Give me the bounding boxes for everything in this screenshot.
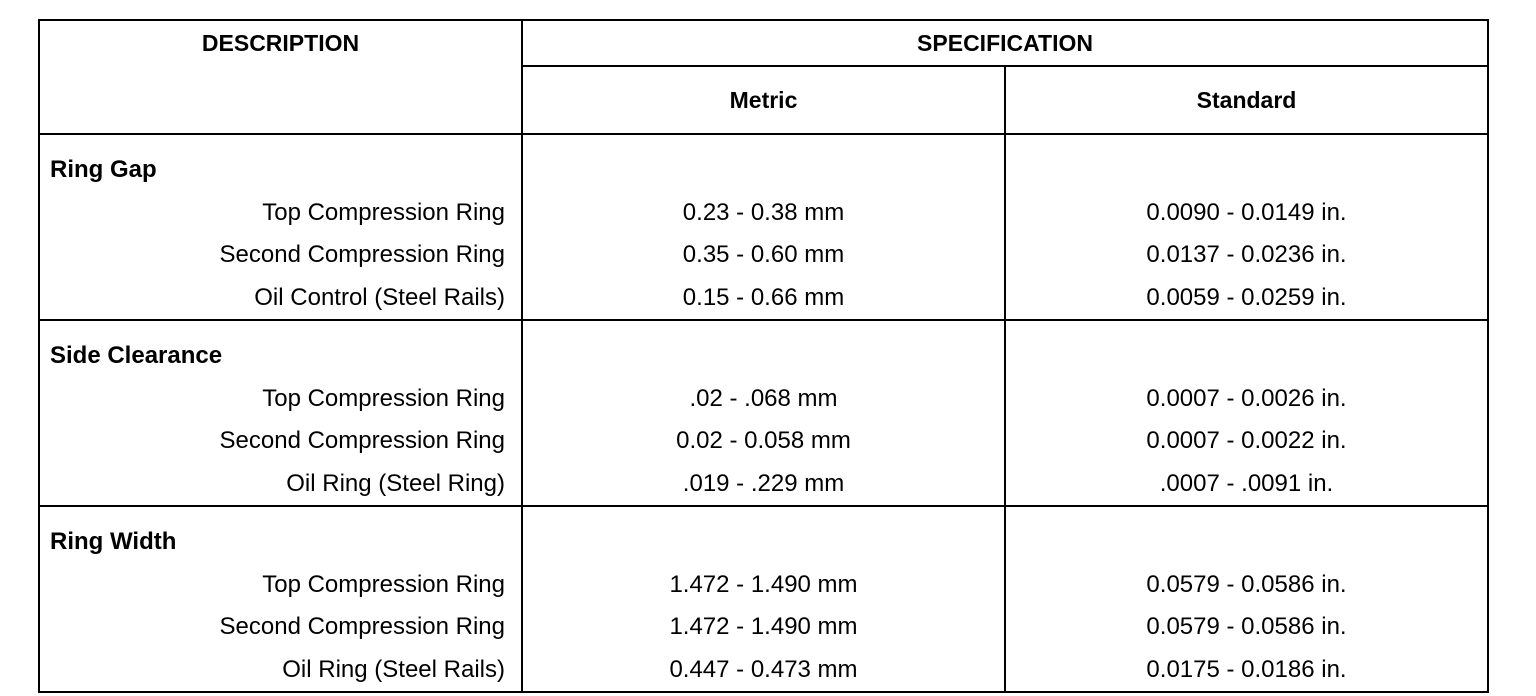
metric-value: 1.472 - 1.490 mm: [669, 613, 858, 640]
cell-standard: 0.0579 - 0.0586 in. 0.0579 - 0.0586 in. 0.…: [1003, 505, 1490, 693]
cell-standard: 0.0007 - 0.0026 in. 0.0007 - 0.0022 in. .0…: [1003, 319, 1490, 507]
cell-description: Ring Gap Top Compression Ring Second Compr…: [38, 133, 523, 321]
cell-description: Side Clearance Top Compression Ring Second…: [38, 319, 523, 507]
cell-metric: .02 - .068 mm 0.02 - 0.058 mm .019 - .229 …: [521, 319, 1006, 507]
standard-value: 0.0137 - 0.0236 in.: [1146, 241, 1347, 268]
header-description: DESCRIPTION: [38, 19, 523, 135]
metric-value: 0.447 - 0.473 mm: [669, 655, 858, 683]
standard-value: 0.0579 - 0.0586 in.: [1146, 570, 1347, 598]
item-description: Second Compression Ring: [219, 241, 505, 268]
spacer: [1006, 521, 1487, 564]
item-description: Top Compression Ring: [262, 570, 505, 598]
metric-value: 0.02 - 0.058 mm: [676, 427, 851, 454]
standard-value: 0.0059 - 0.0259 in.: [1146, 283, 1347, 311]
section-row: Ring Gap Top Compression Ring Second Compr…: [38, 133, 1490, 321]
section-row: Side Clearance Top Compression Ring Second…: [38, 319, 1490, 507]
spacer: [1006, 149, 1487, 192]
cell-metric: 1.472 - 1.490 mm 1.472 - 1.490 mm 0.447 - …: [521, 505, 1006, 693]
item-description: Oil Control (Steel Rails): [254, 283, 505, 311]
item-description: Second Compression Ring: [219, 613, 505, 640]
standard-value: 0.0175 - 0.0186 in.: [1146, 655, 1347, 683]
section-title: Ring Gap: [50, 156, 157, 183]
metric-value: .019 - .229 mm: [682, 469, 845, 497]
item-description: Oil Ring (Steel Rails): [282, 655, 505, 683]
cell-standard: 0.0090 - 0.0149 in. 0.0137 - 0.0236 in. 0.…: [1003, 133, 1490, 321]
header-specification: SPECIFICATION: [520, 19, 1490, 67]
piston-ring-spec-table: DESCRIPTION SPECIFICATION Metric Standar…: [38, 19, 1490, 693]
standard-value: 0.0090 - 0.0149 in.: [1146, 198, 1347, 226]
metric-value: 0.23 - 0.38 mm: [682, 198, 845, 226]
spacer: [1006, 335, 1487, 378]
metric-value: .02 - .068 mm: [689, 384, 838, 412]
metric-value: 0.35 - 0.60 mm: [682, 241, 845, 268]
spacer: [523, 335, 1004, 378]
standard-value: 0.0579 - 0.0586 in.: [1146, 613, 1347, 640]
header-standard: Standard: [1003, 65, 1490, 135]
metric-value: 1.472 - 1.490 mm: [669, 570, 858, 598]
standard-value: .0007 - .0091 in.: [1159, 469, 1334, 497]
section-row: Ring Width Top Compression Ring Second Com…: [38, 505, 1490, 693]
spacer: [523, 521, 1004, 564]
header-metric: Metric: [521, 65, 1006, 135]
spacer: [523, 149, 1004, 192]
item-description: Oil Ring (Steel Ring): [286, 469, 505, 497]
cell-metric: 0.23 - 0.38 mm 0.35 - 0.60 mm 0.15 - 0.66 …: [521, 133, 1006, 321]
item-description: Top Compression Ring: [262, 198, 505, 226]
section-title: Ring Width: [50, 528, 177, 555]
section-title: Side Clearance: [50, 342, 223, 369]
standard-value: 0.0007 - 0.0022 in.: [1146, 427, 1347, 454]
cell-description: Ring Width Top Compression Ring Second Com…: [38, 505, 523, 693]
item-description: Second Compression Ring: [219, 427, 505, 454]
standard-value: 0.0007 - 0.0026 in.: [1146, 384, 1347, 412]
item-description: Top Compression Ring: [262, 384, 505, 412]
metric-value: 0.15 - 0.66 mm: [682, 283, 845, 311]
